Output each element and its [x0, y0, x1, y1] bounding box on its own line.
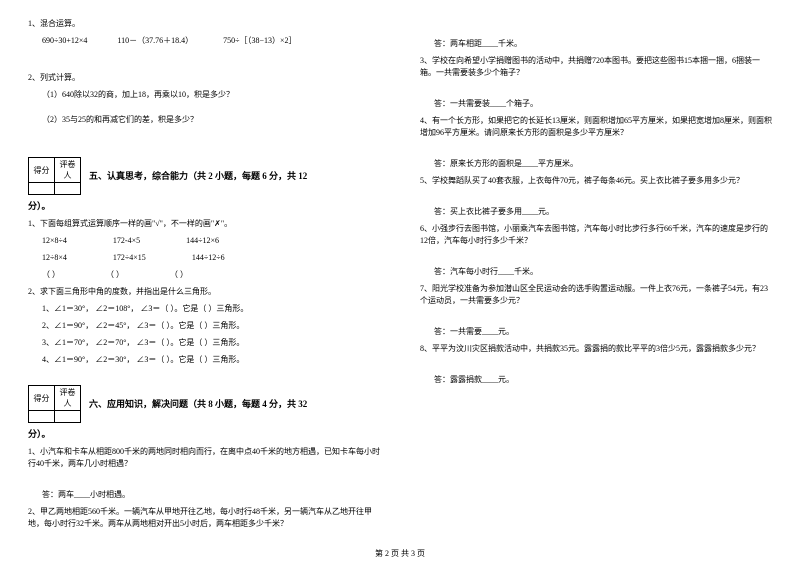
score-table: 得分 评卷人 [28, 385, 81, 423]
s6q2-ans: 答：两车相距____千米。 [420, 38, 772, 50]
section5-cont: 分）。 [28, 199, 380, 212]
expr: 144÷12×6 [186, 235, 219, 247]
expr-blank: （ ） [170, 269, 188, 281]
s6q2: 2、甲乙两地相距560千米。一辆汽车从甲地开往乙地，每小时行48千米，另一辆汽车… [28, 506, 380, 530]
s5q1-row: （ ） （ ） （ ） [28, 269, 380, 281]
expr: 750÷［（38−13）×2］ [223, 35, 296, 47]
s6q6: 6、小强步行去图书馆，小丽乘汽车去图书馆，汽车每小时比步行多行66千米，汽车的速… [420, 223, 772, 247]
s6q4: 4、有一个长方形，如果把它的长延长13厘米，则面积增加65平方厘米，如果把宽增加… [420, 115, 772, 139]
expr-blank: （ ） [42, 269, 60, 281]
s5q2-row: 1、∠1＝30°， ∠2＝108°， ∠3＝（ ）。它是（ ）三角形。 [28, 303, 380, 315]
s6q6-ans: 答：汽车每小时行____千米。 [420, 266, 772, 278]
score-label: 得分 [29, 158, 55, 183]
grader-label: 评卷人 [55, 158, 81, 183]
expr: 12×8÷4 [42, 235, 67, 247]
s6q4-ans: 答：原来长方形的面积是____平方厘米。 [420, 158, 772, 170]
s6q1-ans: 答：两车____小时相遇。 [28, 489, 380, 501]
s5q1-num: 1、下面每组算式运算顺序一样的画"√"，不一样的画"✗"。 [28, 218, 380, 230]
expr: 690÷30+12×4 [42, 35, 87, 47]
expr: 144÷12÷6 [192, 252, 225, 264]
s5q1-row: 12÷8×4 172÷4×15 144÷12÷6 [28, 252, 380, 264]
q2a: （1）640除以32的商，加上18，再乘以10，积是多少？ [28, 89, 380, 101]
section5-title: 五、认真思考，综合能力（共 2 小题，每题 6 分，共 12 [89, 157, 307, 182]
s6q5: 5、学校舞蹈队买了40套衣服，上衣每件70元，裤子每条46元。买上衣比裤子要多用… [420, 175, 772, 187]
q1-num: 1、混合运算。 [28, 18, 380, 30]
s6q8: 8、平平为汶川灾区捐款活动中，共捐款35元。露露捐的款比平平的3倍少5元，露露捐… [420, 343, 772, 355]
expr: 172÷4×15 [113, 252, 146, 264]
expr-blank: （ ） [106, 269, 124, 281]
left-column: 1、混合运算。 690÷30+12×4 110－（37.76＋18.4） 750… [28, 18, 380, 535]
score-table: 得分 评卷人 [28, 157, 81, 195]
q1-expr-row: 690÷30+12×4 110－（37.76＋18.4） 750÷［（38−13… [28, 35, 380, 47]
s5q1-row: 12×8÷4 172-4×5 144÷12×6 [28, 235, 380, 247]
expr: 172-4×5 [113, 235, 140, 247]
s6q7: 7、阳光学校准备为参加潜山区全民运动会的选手购置运动服。一件上衣76元，一条裤子… [420, 283, 772, 307]
section5-header: 得分 评卷人 五、认真思考，综合能力（共 2 小题，每题 6 分，共 12 [28, 157, 380, 195]
s6q1: 1、小汽车和卡车从相距800千米的两地同时相向而行，在离中点40千米的地方相遇，… [28, 446, 380, 470]
section6-title: 六、应用知识，解决问题（共 8 小题，每题 4 分，共 32 [89, 385, 307, 410]
expr: 110－（37.76＋18.4） [117, 35, 193, 47]
expr: 12÷8×4 [42, 252, 67, 264]
section6-cont: 分）。 [28, 427, 380, 440]
q2b: （2）35与25的和再减它们的差，积是多少？ [28, 114, 380, 126]
s6q7-ans: 答：一共需要____元。 [420, 326, 772, 338]
right-column: 答：两车相距____千米。 3、学校在向希望小学捐赠图书的活动中，共捐赠720本… [420, 18, 772, 535]
s5q2-num: 2、求下面三角形中角的度数，并指出是什么三角形。 [28, 286, 380, 298]
s6q8-ans: 答：露露捐款____元。 [420, 374, 772, 386]
s6q3-ans: 答：一共需要装____个箱子。 [420, 98, 772, 110]
s6q3: 3、学校在向希望小学捐赠图书的活动中，共捐赠720本图书。要把这些图书15本捆一… [420, 55, 772, 79]
page-footer: 第 2 页 共 3 页 [0, 548, 800, 559]
s5q2-row: 4、∠1＝90°， ∠2＝30°， ∠3＝（ ）。它是（ ）三角形。 [28, 354, 380, 366]
q2-num: 2、列式计算。 [28, 72, 380, 84]
s5q2-row: 3、∠1＝70°， ∠2＝70°， ∠3＝（ ）。它是（ ）三角形。 [28, 337, 380, 349]
s5q2-row: 2、∠1＝90°， ∠2＝45°， ∠3＝（ ）。它是（ ）三角形。 [28, 320, 380, 332]
s6q5-ans: 答：买上衣比裤子要多用____元。 [420, 206, 772, 218]
score-label: 得分 [29, 386, 55, 411]
section6-header: 得分 评卷人 六、应用知识，解决问题（共 8 小题，每题 4 分，共 32 [28, 385, 380, 423]
grader-label: 评卷人 [55, 386, 81, 411]
